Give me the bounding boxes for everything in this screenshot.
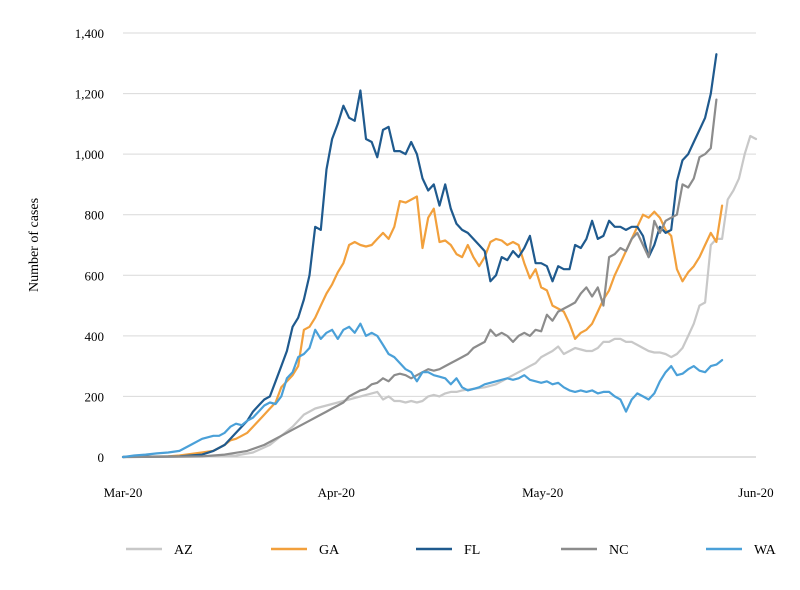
- y-tick-label: 1,200: [75, 87, 104, 102]
- y-axis-ticks: 0 200 400 600 800 1,000 1,200 1,400: [75, 26, 104, 465]
- y-tick-label: 1,000: [75, 147, 104, 162]
- y-tick-label: 200: [85, 389, 105, 404]
- legend-label: NC: [609, 543, 628, 558]
- y-tick-label: 0: [98, 450, 105, 465]
- y-axis-title: Number of cases: [27, 198, 42, 292]
- series-line-nc: [121, 98, 718, 459]
- x-tick-label: Jun-20: [738, 485, 773, 500]
- legend-label: GA: [319, 543, 340, 558]
- legend-item-nc: NC: [561, 543, 628, 558]
- legend-item-wa: WA: [706, 543, 777, 558]
- y-tick-label: 800: [85, 208, 105, 223]
- legend-label: WA: [754, 543, 777, 558]
- legend: AZ GA FL NC WA: [126, 543, 777, 558]
- legend-item-ga: GA: [271, 543, 340, 558]
- x-tick-label: Apr-20: [318, 485, 355, 500]
- legend-item-fl: FL: [416, 543, 480, 558]
- legend-item-az: AZ: [126, 543, 193, 558]
- x-axis-ticks: Mar-20 Apr-20 May-20 Jun-20: [104, 485, 774, 500]
- series-lines: [121, 53, 758, 459]
- legend-label: FL: [464, 543, 480, 558]
- gridlines: [123, 32, 756, 458]
- series-line-az: [121, 134, 758, 459]
- x-tick-label: May-20: [522, 485, 563, 500]
- legend-label: AZ: [174, 543, 193, 558]
- y-tick-label: 1,400: [75, 26, 104, 41]
- series-line-wa: [121, 322, 724, 459]
- x-tick-label: Mar-20: [104, 485, 143, 500]
- y-tick-label: 400: [85, 329, 105, 344]
- y-tick-label: 600: [85, 268, 105, 283]
- series-line-fl: [121, 53, 718, 459]
- series-line-ga: [121, 195, 724, 459]
